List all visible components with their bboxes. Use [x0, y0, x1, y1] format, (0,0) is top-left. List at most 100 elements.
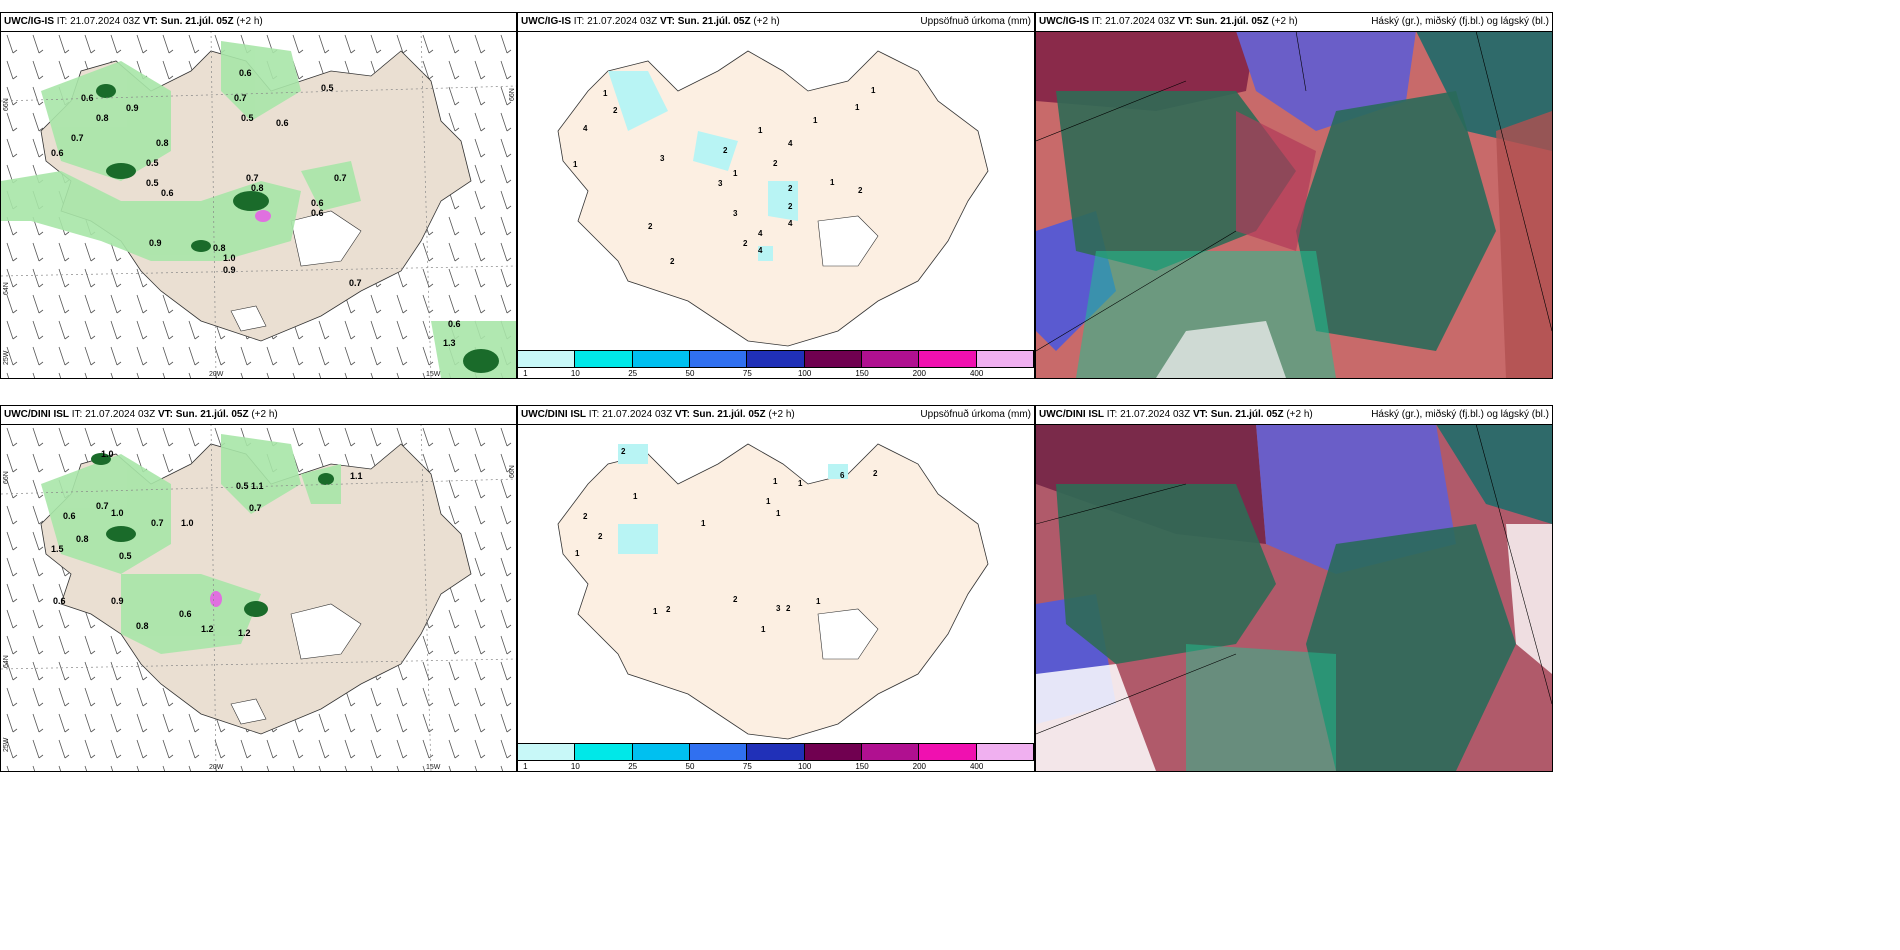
- precip-value: 0.9: [126, 103, 139, 113]
- precip-value: 0.5: [241, 113, 254, 123]
- colorbar-tick-label: 10: [570, 369, 580, 378]
- accum-value: 1: [758, 126, 763, 135]
- accum-value: 2: [733, 595, 738, 604]
- accum-value: 1: [733, 169, 738, 178]
- vt-label: VT:: [157, 409, 173, 420]
- it-label: IT:: [1106, 409, 1118, 420]
- colorbar-swatch: [804, 744, 862, 760]
- field-title: Háský (gr.), miðský (fj.bl.) og lágský (…: [1371, 409, 1549, 420]
- precip-value: 0.6: [311, 208, 324, 218]
- accum-value: 2: [788, 202, 793, 211]
- lon-label-15: 15W: [426, 371, 441, 378]
- colorbar-tick-label: 100: [797, 762, 812, 771]
- cloud-cover-map: [1036, 424, 1552, 771]
- accum-value: 6: [840, 471, 845, 480]
- model-name: UWC/DINI ISL: [1039, 409, 1104, 420]
- accum-value: 2: [786, 604, 791, 613]
- precip-value: 0.6: [448, 319, 461, 329]
- panel-header: UWC/DINI ISL IT: 21.07.2024 03Z VT: Sun.…: [1, 406, 516, 425]
- precip-value: 0.7: [151, 518, 164, 528]
- lead-time: (+2 h): [768, 409, 795, 420]
- colorbar-swatch: [575, 744, 633, 760]
- map-panel-wind-precip-igis: UWC/IG-IS IT: 21.07.2024 03Z VT: Sun. 21…: [0, 12, 517, 379]
- lon-label-20: 20W: [209, 371, 224, 378]
- model-name: UWC/IG-IS: [4, 16, 54, 27]
- accum-value: 1: [766, 497, 771, 506]
- colorbar-swatch: [632, 744, 690, 760]
- precip-value: 0.6: [81, 93, 94, 103]
- colorbar-swatch: [575, 351, 633, 367]
- accum-value: 1: [573, 160, 578, 169]
- accum-value: 1: [776, 509, 781, 518]
- precip-value: 1.0: [181, 518, 194, 528]
- colorbar-swatch: [976, 351, 1034, 367]
- it-label: IT:: [588, 409, 600, 420]
- vt-value: Sun. 21.júl. 05Z: [692, 409, 766, 420]
- wind-map: 0.6 0.8 0.9 0.7 0.5 0.6 0.8 0.7 0.8 0.5 …: [1, 31, 516, 378]
- panel-header: UWC/DINI ISL IT: 21.07.2024 03Z VT: Sun.…: [518, 406, 1034, 425]
- colorbar-swatch: [861, 744, 920, 760]
- colorbar-tick-label: 1: [523, 369, 528, 378]
- colorbar-swatch: [689, 744, 748, 760]
- colorbar-tick-label: 50: [685, 369, 695, 378]
- lat-label-64: 64N: [3, 655, 10, 668]
- accum-value: 1: [575, 549, 580, 558]
- accum-value: 1: [761, 625, 766, 634]
- precip-value: 0.7: [246, 173, 259, 183]
- lon-label-15: 15W: [426, 764, 441, 771]
- accum-value: 3: [660, 154, 665, 163]
- accum-value: 2: [743, 239, 748, 248]
- vt-label: VT:: [1192, 409, 1208, 420]
- field-title: Uppsöfnuð úrkoma (mm): [920, 409, 1031, 420]
- vt-label: VT:: [659, 16, 675, 27]
- accum-value: 1: [701, 519, 706, 528]
- precip-value: 0.9: [149, 238, 162, 248]
- colorbar-swatch: [804, 351, 862, 367]
- precip-value: 0.6: [179, 609, 192, 619]
- precip-value: 0.9: [223, 265, 236, 275]
- map-panel-wind-precip-dini: UWC/DINI ISL IT: 21.07.2024 03Z VT: Sun.…: [0, 405, 517, 772]
- it-value: 21.07.2024 03Z: [602, 409, 673, 420]
- accum-value: 1: [816, 597, 821, 606]
- vt-label: VT:: [142, 16, 158, 27]
- iceland-outline: [557, 443, 989, 740]
- lon-label-25: 25W: [3, 737, 10, 752]
- accum-precip-map: 2 1 2 2 1 1 1 2 6 1 1 1 2 1 2 3 2 1 1: [557, 443, 989, 740]
- accum-value: 1: [830, 178, 835, 187]
- precip-colorbar: 1 10 25 50 75 100 150 200 400: [518, 743, 1034, 771]
- precip-value: 1.0: [223, 253, 236, 263]
- colorbar-tick-label: 400: [969, 762, 984, 771]
- panel-header: UWC/IG-IS IT: 21.07.2024 03Z VT: Sun. 21…: [518, 13, 1034, 32]
- accum-value: 3: [776, 604, 781, 613]
- accum-value: 2: [858, 186, 863, 195]
- accum-value: 2: [648, 222, 653, 231]
- vt-label: VT:: [1177, 16, 1193, 27]
- precip-value: 0.6: [311, 198, 324, 208]
- map-panel-clouds-dini: UWC/DINI ISL IT: 21.07.2024 03Z VT: Sun.…: [1035, 405, 1553, 772]
- colorbar-tick-label: 75: [742, 762, 752, 771]
- colorbar-tick-label: 75: [742, 369, 752, 378]
- precip-value: 0.7: [96, 501, 109, 511]
- colorbar-swatch: [747, 351, 805, 367]
- it-label: IT:: [573, 16, 585, 27]
- lat-label-66: 66N: [3, 98, 10, 111]
- map-panel-accum-precip-igis: UWC/IG-IS IT: 21.07.2024 03Z VT: Sun. 21…: [517, 12, 1035, 379]
- precip-value: 1.1: [350, 471, 363, 481]
- precip-value: 1.0: [101, 449, 114, 459]
- panel-header: UWC/IG-IS IT: 21.07.2024 03Z VT: Sun. 21…: [1036, 13, 1552, 32]
- colorbar-tick-label: 25: [628, 762, 638, 771]
- accum-value: 1: [855, 103, 860, 112]
- colorbar-tick-label: 25: [628, 369, 638, 378]
- accum-value: 2: [873, 469, 878, 478]
- colorbar-swatch: [976, 744, 1034, 760]
- vt-label: VT:: [674, 409, 690, 420]
- vt-value: Sun. 21.júl. 05Z: [1195, 16, 1269, 27]
- model-name: UWC/DINI ISL: [521, 409, 586, 420]
- it-value: 21.07.2024 03Z: [85, 409, 156, 420]
- map-panel-clouds-igis: UWC/IG-IS IT: 21.07.2024 03Z VT: Sun. 21…: [1035, 12, 1553, 379]
- map-panel-accum-precip-dini: UWC/DINI ISL IT: 21.07.2024 03Z VT: Sun.…: [517, 405, 1035, 772]
- colorbar-tick-label: 400: [969, 369, 984, 378]
- colorbar-tick-label: 150: [855, 762, 869, 771]
- precip-value: 1.2: [201, 624, 214, 634]
- accum-precip-map: 1 2 4 3 2 1 4 2 1 3 1 2 4 2 2 3 4 1 2 1 …: [557, 50, 989, 347]
